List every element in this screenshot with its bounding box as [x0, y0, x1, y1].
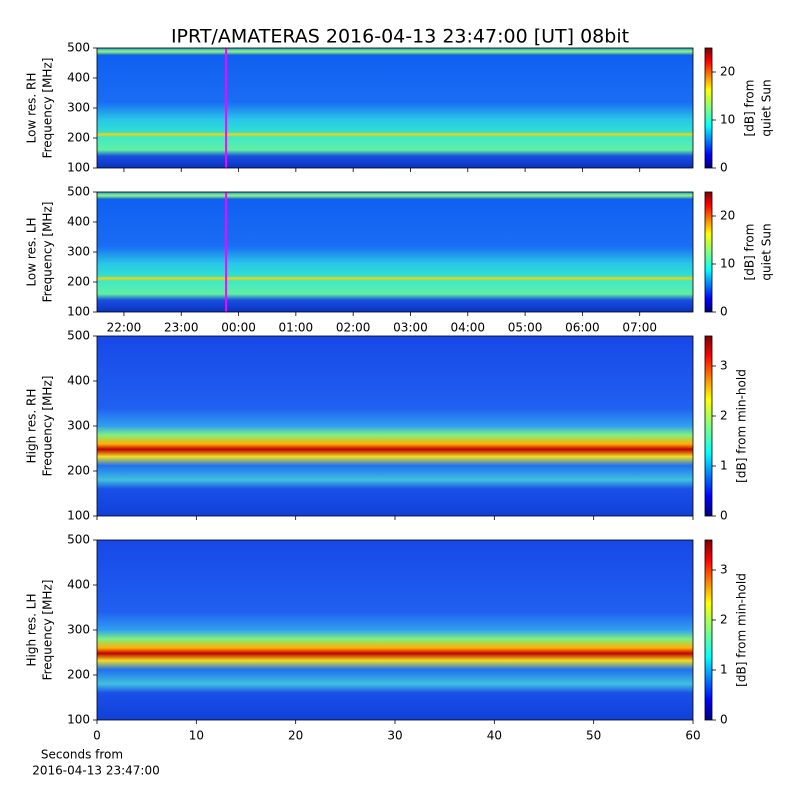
- y-axis-label: Frequency [MHz]: [41, 58, 55, 159]
- y-axis-label: Frequency [MHz]: [41, 202, 55, 303]
- y-tick-label: 500: [67, 41, 90, 55]
- colorbar-label: [dB] from min-hold: [735, 369, 749, 483]
- colorbar-tick-label: 2: [720, 613, 728, 627]
- colorbar: [704, 539, 713, 721]
- x-tick-label: 23:00: [164, 321, 199, 335]
- y-tick-label: 100: [67, 713, 90, 727]
- y-tick-label: 300: [67, 101, 90, 115]
- colorbar-tick-label: 3: [720, 359, 728, 373]
- colorbar-label: quiet Sun: [760, 223, 774, 280]
- x-tick-label: 01:00: [279, 321, 314, 335]
- x-tick-label: 20: [288, 729, 303, 743]
- chart-title: IPRT/AMATERAS 2016-04-13 23:47:00 [UT] 0…: [171, 26, 629, 48]
- colorbar-tick-label: 0: [720, 713, 728, 727]
- x-axis-label: 2016-04-13 23:47:00: [32, 764, 159, 778]
- colorbar-tick-label: 1: [720, 663, 728, 677]
- x-axis-label: Seconds from: [41, 748, 123, 762]
- y-axis-label: Low res. RH: [25, 73, 39, 144]
- y-tick-label: 500: [67, 329, 90, 343]
- y-axis-label: High res. RH: [25, 389, 39, 464]
- y-tick-label: 300: [67, 623, 90, 637]
- colorbar-label: quiet Sun: [760, 79, 774, 136]
- y-tick-label: 400: [67, 71, 90, 85]
- spectrogram: [97, 540, 693, 720]
- spectrogram: [97, 336, 693, 516]
- y-tick-label: 500: [67, 185, 90, 199]
- colorbar-tick-label: 0: [720, 305, 728, 319]
- colorbar: [704, 335, 713, 517]
- y-tick-label: 200: [67, 464, 90, 478]
- y-tick-label: 100: [67, 509, 90, 523]
- colorbar-tick-label: 20: [720, 209, 735, 223]
- y-tick-label: 300: [67, 419, 90, 433]
- y-tick-label: 400: [67, 578, 90, 592]
- y-tick-label: 400: [67, 215, 90, 229]
- x-tick-label: 02:00: [336, 321, 371, 335]
- colorbar-tick-label: 2: [720, 409, 728, 423]
- y-tick-label: 200: [67, 131, 90, 145]
- y-tick-label: 400: [67, 374, 90, 388]
- colorbar: [704, 191, 713, 313]
- colorbar-tick-label: 10: [720, 113, 735, 127]
- colorbar-label: [dB] from: [743, 80, 757, 137]
- y-tick-label: 100: [67, 305, 90, 319]
- x-tick-label: 05:00: [508, 321, 543, 335]
- y-tick-label: 100: [67, 161, 90, 175]
- y-axis-label: High res. LH: [25, 593, 39, 666]
- y-axis-label: Frequency [MHz]: [41, 580, 55, 681]
- x-tick-label: 10: [189, 729, 204, 743]
- y-axis-label: Low res. LH: [25, 217, 39, 286]
- x-tick-label: 30: [387, 729, 402, 743]
- x-tick-label: 22:00: [107, 321, 142, 335]
- x-tick-label: 07:00: [622, 321, 657, 335]
- colorbar-tick-label: 3: [720, 563, 728, 577]
- x-tick-label: 03:00: [393, 321, 428, 335]
- y-tick-label: 200: [67, 668, 90, 682]
- y-tick-label: 200: [67, 275, 90, 289]
- x-tick-label: 50: [586, 729, 601, 743]
- y-tick-label: 500: [67, 533, 90, 547]
- colorbar-tick-label: 0: [720, 509, 728, 523]
- x-tick-label: 0: [93, 729, 101, 743]
- x-tick-label: 40: [487, 729, 502, 743]
- x-tick-label: 04:00: [450, 321, 485, 335]
- colorbar-tick-label: 1: [720, 459, 728, 473]
- colorbar-tick-label: 20: [720, 65, 735, 79]
- x-tick-label: 60: [685, 729, 700, 743]
- colorbar-tick-label: 10: [720, 257, 735, 271]
- colorbar-tick-label: 0: [720, 161, 728, 175]
- colorbar-label: [dB] from: [743, 224, 757, 281]
- y-axis-label: Frequency [MHz]: [41, 376, 55, 477]
- spectrogram: [97, 192, 693, 312]
- x-tick-label: 00:00: [221, 321, 256, 335]
- x-tick-label: 06:00: [565, 321, 600, 335]
- y-tick-label: 300: [67, 245, 90, 259]
- colorbar-label: [dB] from min-hold: [735, 573, 749, 687]
- spectrogram: [97, 48, 693, 168]
- colorbar: [704, 47, 713, 169]
